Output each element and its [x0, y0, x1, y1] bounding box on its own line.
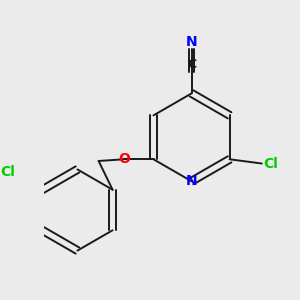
Text: C: C	[187, 58, 196, 71]
Text: Cl: Cl	[0, 165, 15, 179]
Text: N: N	[186, 34, 197, 49]
Text: Cl: Cl	[263, 157, 278, 170]
Text: O: O	[118, 152, 130, 166]
Text: N: N	[186, 174, 197, 188]
